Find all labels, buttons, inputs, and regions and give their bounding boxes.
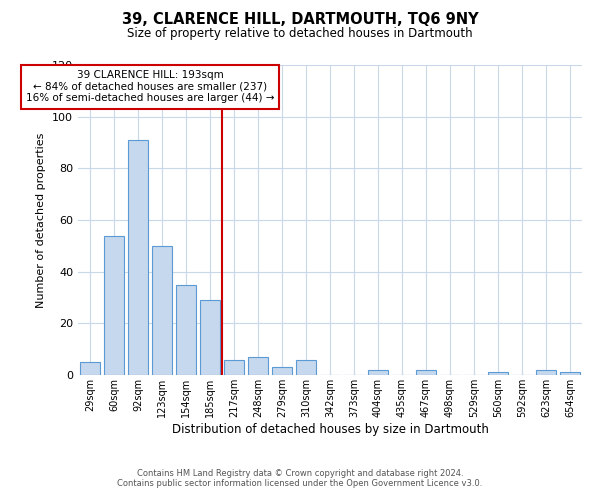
Bar — [248, 357, 268, 375]
Bar — [152, 246, 172, 375]
Bar — [176, 284, 196, 375]
Bar — [296, 360, 316, 375]
Text: Size of property relative to detached houses in Dartmouth: Size of property relative to detached ho… — [127, 28, 473, 40]
Bar — [80, 362, 100, 375]
Bar — [272, 367, 292, 375]
X-axis label: Distribution of detached houses by size in Dartmouth: Distribution of detached houses by size … — [172, 422, 488, 436]
Bar — [416, 370, 436, 375]
Bar — [488, 372, 508, 375]
Bar — [560, 372, 580, 375]
Text: Contains public sector information licensed under the Open Government Licence v3: Contains public sector information licen… — [118, 478, 482, 488]
Text: Contains HM Land Registry data © Crown copyright and database right 2024.: Contains HM Land Registry data © Crown c… — [137, 468, 463, 477]
Bar — [368, 370, 388, 375]
Bar — [128, 140, 148, 375]
Y-axis label: Number of detached properties: Number of detached properties — [37, 132, 46, 308]
Bar — [200, 300, 220, 375]
Text: 39 CLARENCE HILL: 193sqm
← 84% of detached houses are smaller (237)
16% of semi-: 39 CLARENCE HILL: 193sqm ← 84% of detach… — [26, 70, 274, 103]
Bar — [536, 370, 556, 375]
Text: 39, CLARENCE HILL, DARTMOUTH, TQ6 9NY: 39, CLARENCE HILL, DARTMOUTH, TQ6 9NY — [122, 12, 478, 28]
Bar — [104, 236, 124, 375]
Bar — [224, 360, 244, 375]
